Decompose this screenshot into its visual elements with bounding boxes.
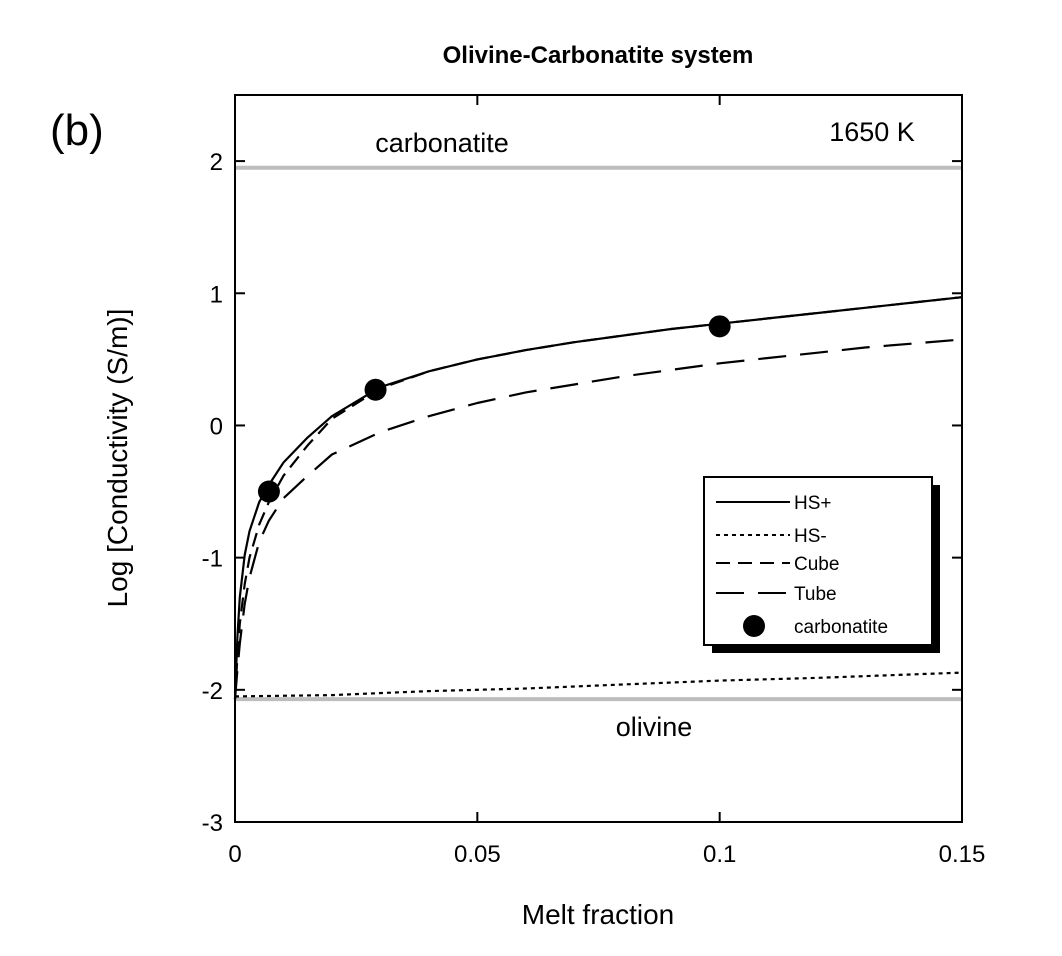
olivine-line-label: olivine — [616, 712, 693, 742]
legend-label-hs-minus: HS- — [794, 526, 827, 547]
carbonatite-data-point — [708, 315, 731, 338]
y-tick-label: -1 — [202, 546, 223, 573]
carbonatite-data-point — [364, 378, 387, 401]
y-tick-label: -2 — [202, 678, 223, 705]
series-layer — [233, 296, 963, 700]
y-tick-label: 2 — [210, 149, 223, 176]
legend-box — [703, 476, 933, 646]
legend: HS+ HS- Cube Tube carbonatite — [703, 476, 940, 653]
x-tick-label: 0 — [228, 841, 241, 868]
ticks-layer: 0 0.05 0.1 0.15 -3 -2 -1 0 1 2 — [202, 95, 986, 868]
points-layer — [257, 315, 731, 503]
y-tick-label: 1 — [210, 281, 223, 308]
legend-swatch-carbonatite-point — [743, 615, 765, 637]
legend-label-hs-plus: HS+ — [794, 493, 832, 514]
series-line-tube — [233, 338, 963, 700]
panel-label: (b) — [50, 106, 104, 155]
legend-label-tube: Tube — [794, 584, 837, 605]
carbonatite-data-point — [257, 480, 280, 503]
series-line-cube — [233, 296, 963, 700]
reference-lines — [235, 165, 962, 702]
x-axis-label: Melt fraction — [522, 899, 675, 930]
temperature-annotation: 1650 K — [829, 117, 915, 147]
x-tick-label: 0.05 — [454, 841, 501, 868]
chart-title: Olivine-Carbonatite system — [443, 42, 754, 69]
legend-label-carbonatite: carbonatite — [794, 617, 888, 638]
y-tick-label: 0 — [210, 413, 223, 440]
x-tick-label: 0.15 — [939, 841, 986, 868]
y-axis-label: Log [Conductivity (S/m)] — [102, 309, 133, 608]
legend-label-cube: Cube — [794, 554, 839, 575]
carbonatite-line-label: carbonatite — [375, 128, 509, 158]
x-tick-label: 0.1 — [703, 841, 736, 868]
plot-frame — [234, 94, 963, 823]
series-line-hs-minus — [234, 671, 963, 698]
y-tick-label: -3 — [202, 810, 223, 837]
